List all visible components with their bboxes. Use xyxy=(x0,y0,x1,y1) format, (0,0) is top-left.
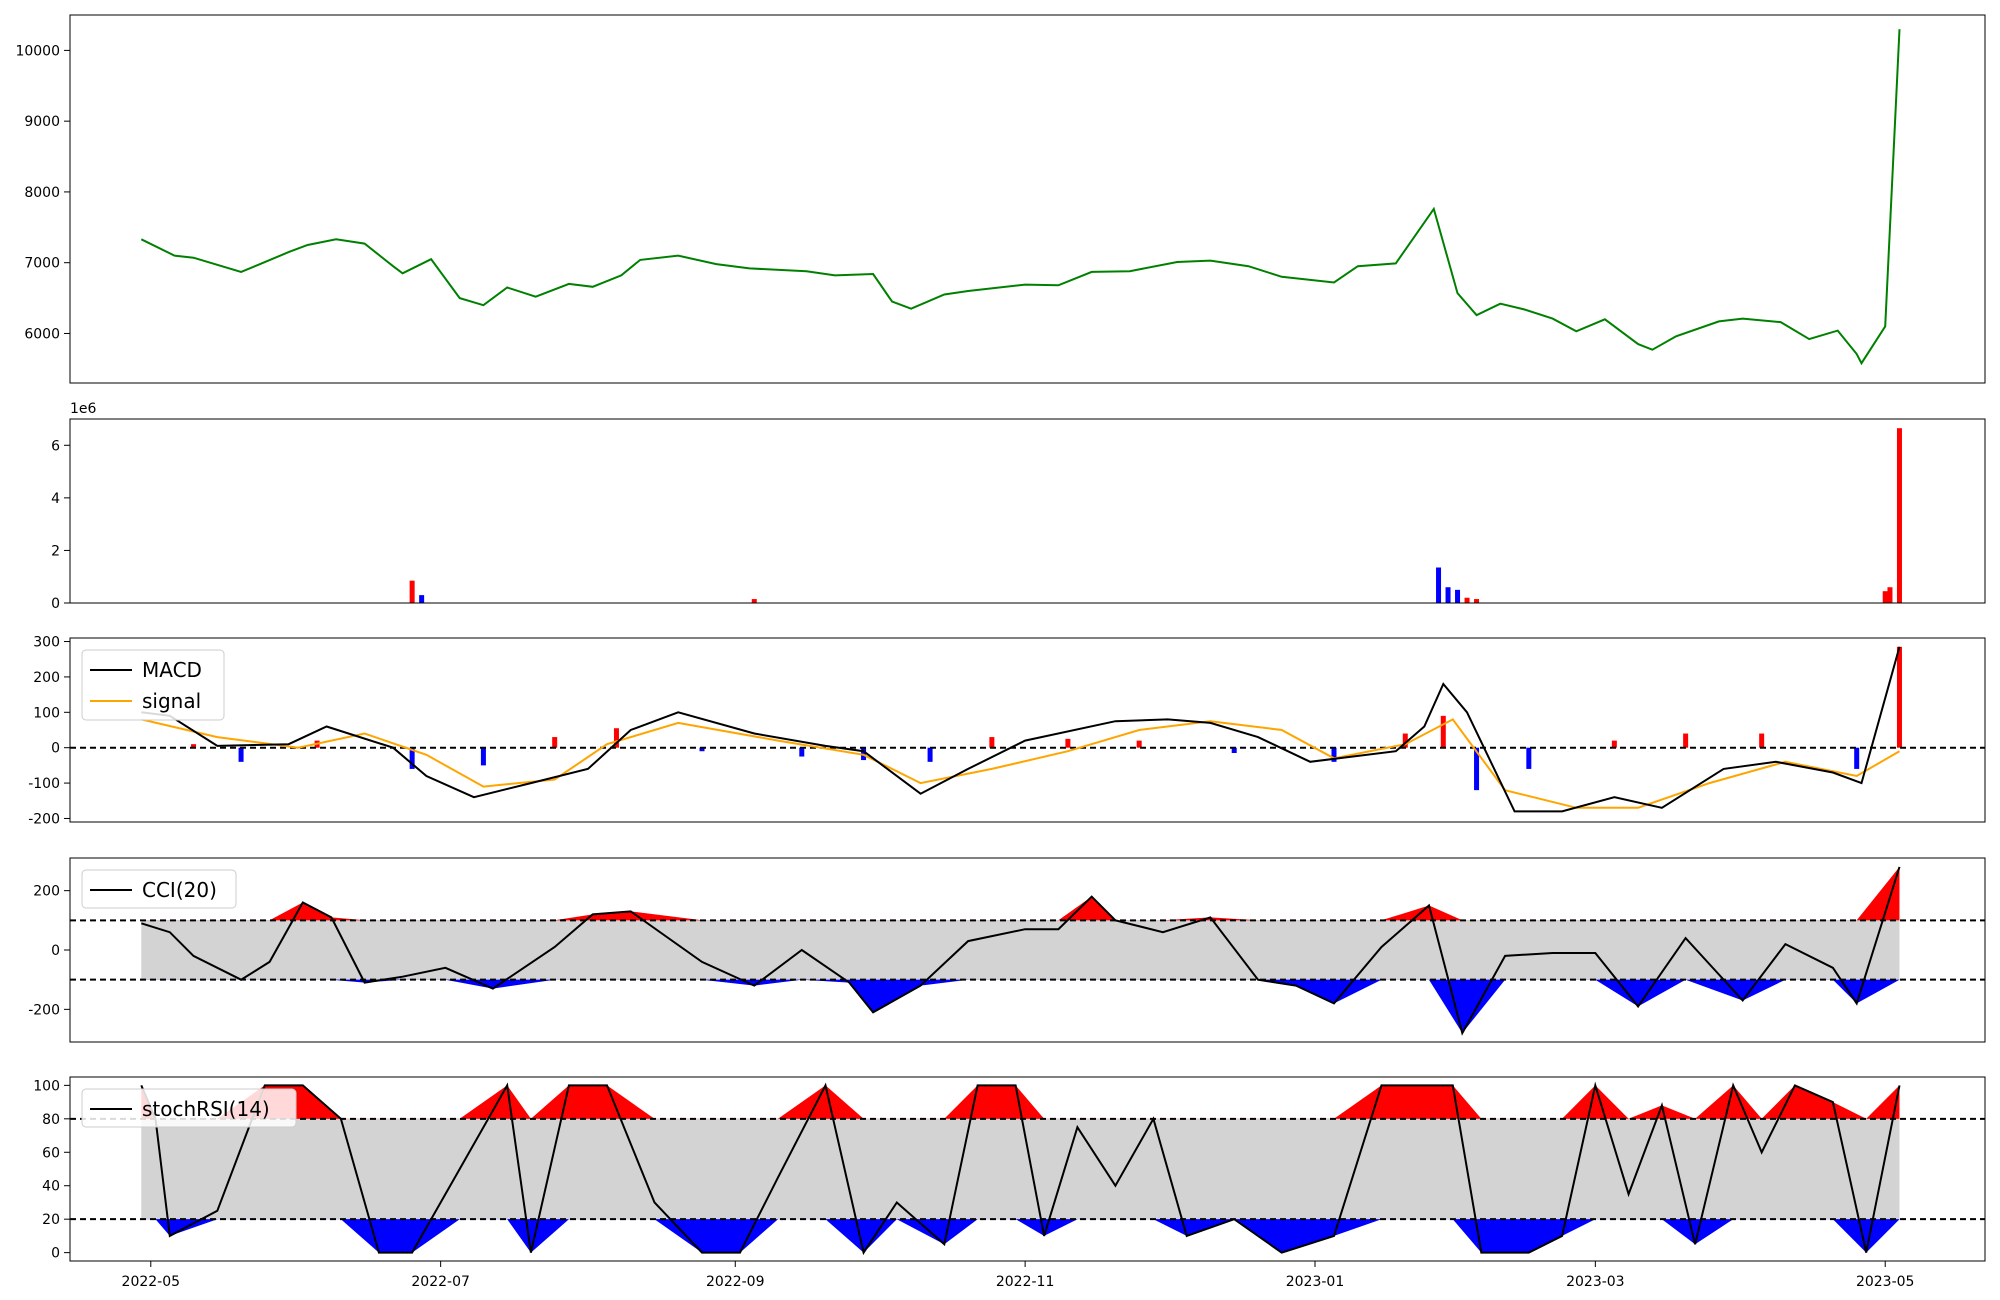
axes-frame xyxy=(69,14,1986,384)
y-tick-label: -200 xyxy=(28,811,60,827)
y-tick-label: 9000 xyxy=(24,114,60,130)
macd-line xyxy=(141,646,1901,813)
legend-box xyxy=(81,1088,297,1128)
macd-histogram-bar xyxy=(1402,733,1408,748)
y-tick-label: 80 xyxy=(42,1112,60,1128)
volume-bar xyxy=(1445,587,1451,603)
macd-panel: -200 -100 0 100 200 300 MACD signal xyxy=(28,635,1986,827)
y-tick-label: 6000 xyxy=(24,326,60,342)
y-tick-label: 0 xyxy=(51,1246,60,1262)
macd-histogram-bar xyxy=(1896,646,1902,748)
x-tick-label: 2022-05 xyxy=(122,1274,181,1290)
neutral-band xyxy=(141,1118,1900,1220)
macd-histogram-bar xyxy=(613,728,619,748)
macd-histogram-bar xyxy=(699,747,705,752)
price-panel: 6000 7000 8000 9000 10000 xyxy=(15,14,1986,384)
macd-histogram-bar xyxy=(1474,747,1480,791)
x-tick-label: 2023-05 xyxy=(1856,1274,1915,1290)
y-tick-label: 100 xyxy=(33,705,60,721)
volume-panel: 0 2 4 6 1e6 xyxy=(51,401,1986,612)
overbought-fill xyxy=(141,866,1900,921)
cci-panel: -200 0 200 CCI(20) xyxy=(28,857,1986,1043)
y-tick-label: 200 xyxy=(33,884,60,900)
volume-bar xyxy=(751,599,757,603)
macd-histogram-bar xyxy=(1065,738,1071,748)
y-tick-label: 10000 xyxy=(15,43,60,59)
x-tick-label: 2022-07 xyxy=(411,1274,470,1290)
volume-bar xyxy=(1436,567,1442,603)
volume-bar xyxy=(419,595,425,603)
macd-histogram-bar xyxy=(1611,740,1617,748)
macd-histogram-bar xyxy=(1331,747,1337,762)
y-tick-label: 7000 xyxy=(24,256,60,272)
y-tick-label: -200 xyxy=(28,1002,60,1018)
macd-histogram-bar xyxy=(799,747,805,757)
macd-histogram-bar xyxy=(1440,715,1446,748)
axes-frame xyxy=(69,1076,1986,1262)
y-tick-label: 300 xyxy=(33,635,60,651)
volume-bar xyxy=(409,580,415,603)
price-line xyxy=(140,29,1901,366)
x-tick-label: 2023-01 xyxy=(1286,1274,1345,1290)
stochrsi-panel: 0 20 40 60 80 100 stochRSI(14) 2022-05 2022-07 20… xyxy=(33,1076,1986,1290)
oversold-fill xyxy=(141,1219,1900,1253)
volume-bar xyxy=(1887,587,1893,603)
axes-frame xyxy=(69,637,1986,823)
macd-histogram-bar xyxy=(191,744,197,748)
y-tick-label: 6 xyxy=(51,438,60,454)
axes-frame xyxy=(69,418,1986,604)
legend-entry: signal xyxy=(142,689,201,713)
macd-histogram-bar xyxy=(409,747,415,769)
x-tick-label: 2022-09 xyxy=(706,1274,765,1290)
y-tick-label: 2 xyxy=(51,543,60,559)
y-tick-label: 0 xyxy=(51,596,60,612)
oversold-fill xyxy=(141,979,1900,1034)
y-tick-label: 8000 xyxy=(24,185,60,201)
y-tick-label: 4 xyxy=(51,491,60,507)
legend-box xyxy=(81,869,237,909)
y-tick-label: 0 xyxy=(51,741,60,757)
volume-bar xyxy=(1474,599,1480,603)
macd-histogram-bar xyxy=(1136,740,1142,748)
y-tick-label: 100 xyxy=(33,1078,60,1094)
volume-bar xyxy=(1464,597,1470,603)
y-tick-label: 60 xyxy=(42,1145,60,1161)
legend-entry: stochRSI(14) xyxy=(142,1097,270,1121)
y-tick-label: -100 xyxy=(28,776,60,792)
macd-histogram-bar xyxy=(927,747,933,762)
signal-line xyxy=(141,718,1901,809)
stochrsi-line xyxy=(140,1081,1901,1256)
legend-box xyxy=(81,649,225,721)
cci-line xyxy=(141,866,1901,1036)
y-offset-label: 1e6 xyxy=(70,401,97,417)
x-tick-label: 2023-03 xyxy=(1566,1274,1625,1290)
macd-histogram-bar xyxy=(552,737,558,748)
macd-histogram-bar xyxy=(1526,747,1532,769)
macd-histogram-bar xyxy=(1854,747,1860,769)
y-tick-label: 20 xyxy=(42,1212,60,1228)
y-tick-label: 200 xyxy=(33,670,60,686)
macd-histogram-bar xyxy=(480,747,486,766)
macd-histogram-bar xyxy=(1231,747,1237,753)
legend-entry: MACD xyxy=(142,658,202,682)
overbought-fill xyxy=(141,1085,1900,1119)
macd-histogram-bar xyxy=(238,747,244,762)
legend-entry: CCI(20) xyxy=(142,878,217,902)
y-tick-label: 40 xyxy=(42,1179,60,1195)
macd-histogram-bar xyxy=(989,737,995,748)
y-tick-label: 0 xyxy=(51,943,60,959)
volume-bar xyxy=(1896,428,1902,603)
volume-bar xyxy=(1455,589,1461,603)
macd-histogram-bar xyxy=(1759,733,1765,748)
volume-bar xyxy=(1882,591,1888,603)
x-tick-label: 2022-11 xyxy=(996,1274,1055,1290)
macd-histogram-bar xyxy=(1683,733,1689,748)
